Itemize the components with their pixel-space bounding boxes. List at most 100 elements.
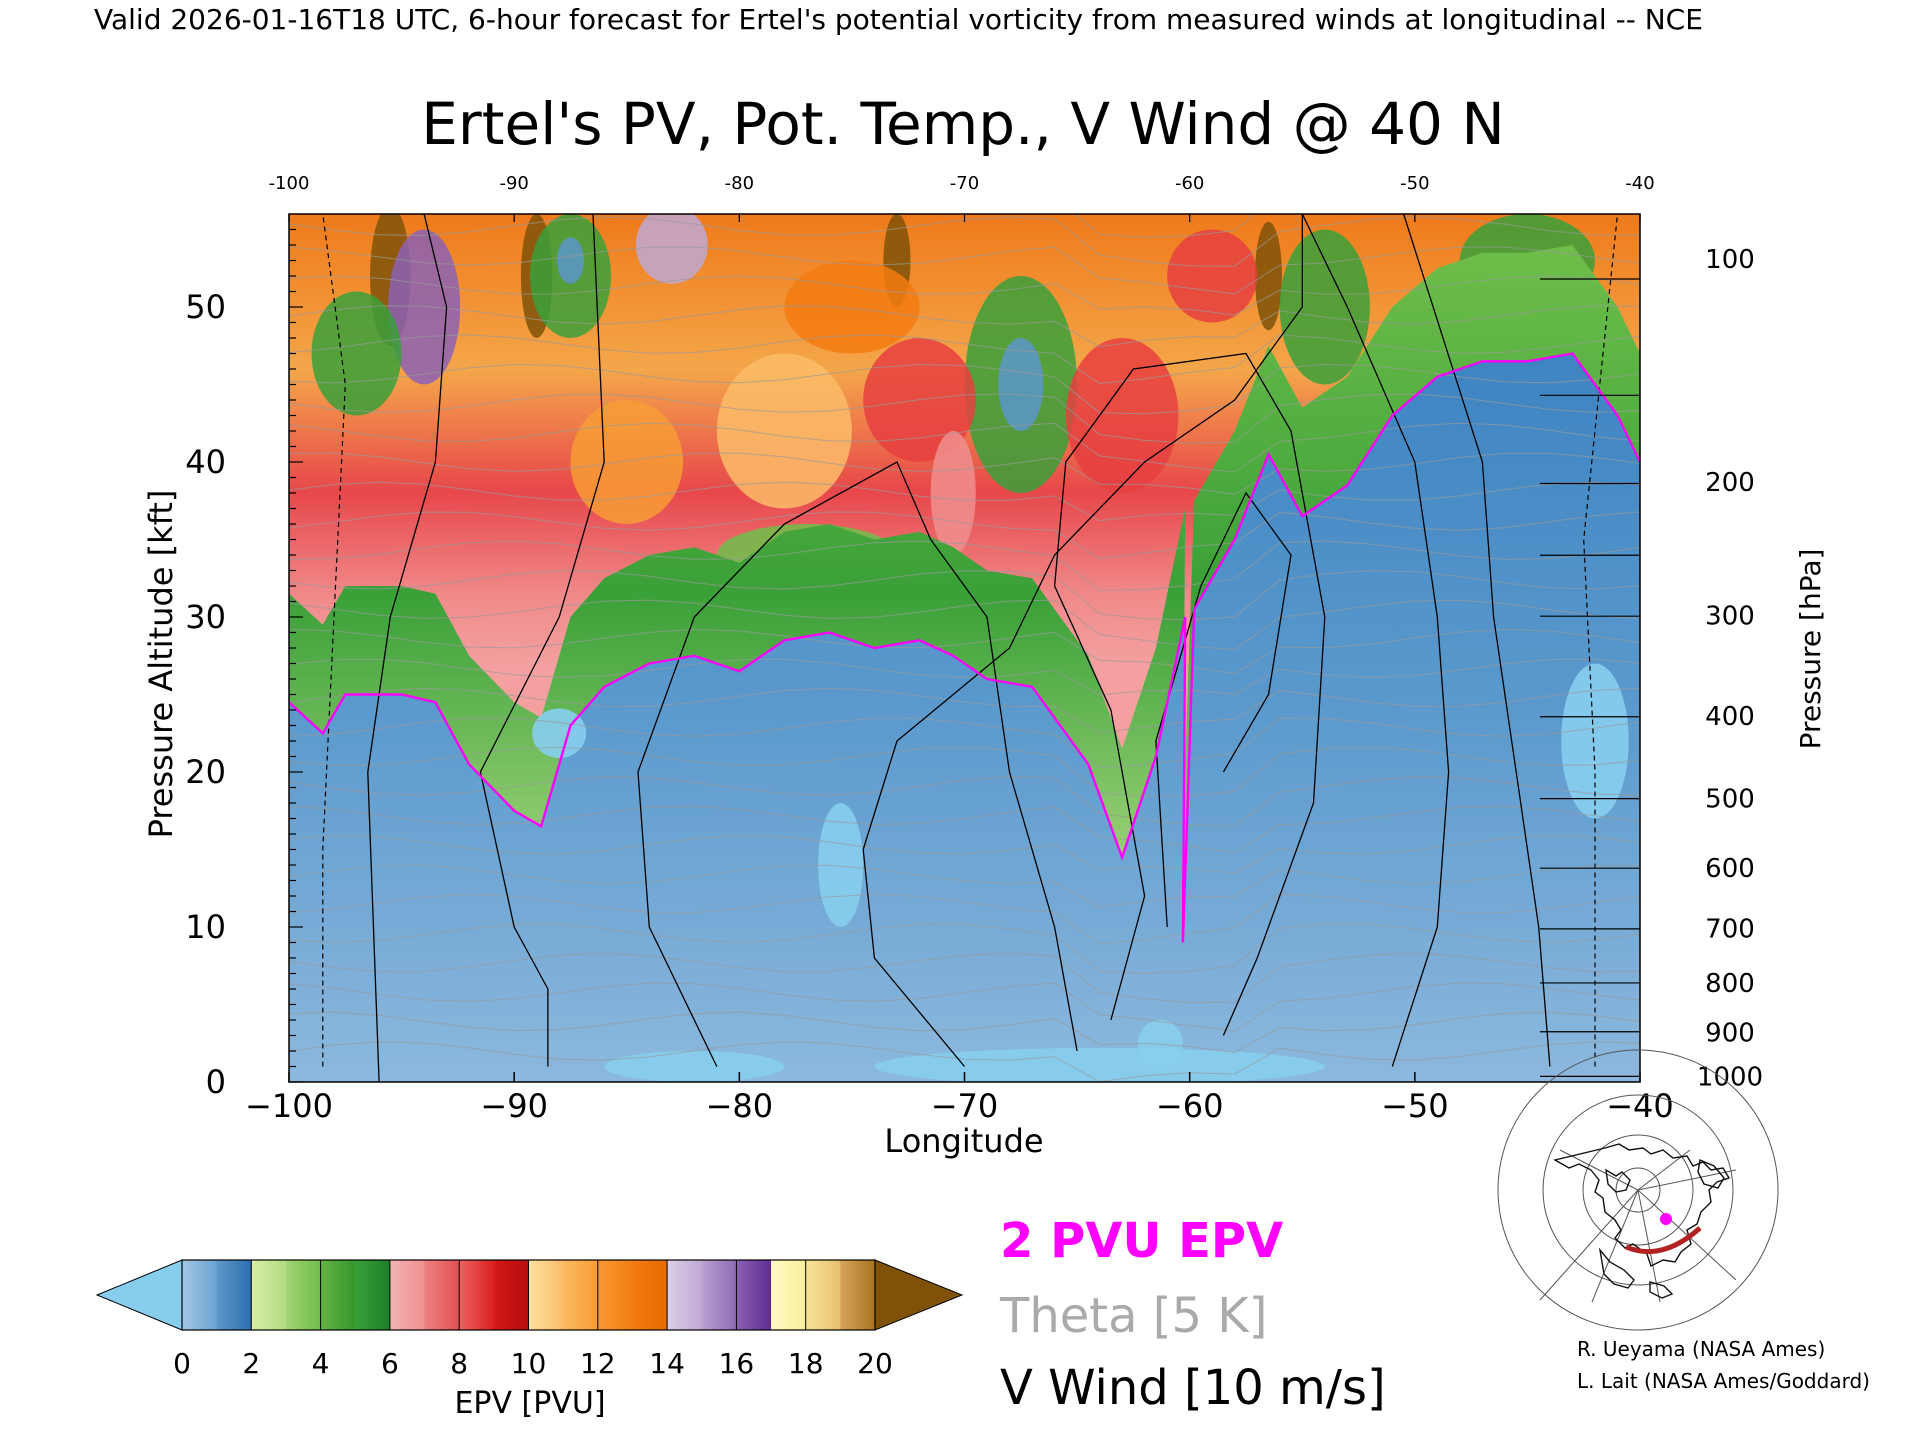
v-wind-contour [1301,214,1450,1067]
y2-axis-label: Pressure [hPa] [1794,549,1827,750]
pv-anomaly [1279,229,1370,385]
y-axis-pressure: 100 200 300 400 500 600 700 800 900 1000 [1540,245,1763,1092]
map-graticule [1497,1049,1779,1331]
colorbar-tick-label: 10 [511,1347,547,1380]
pv-anomaly [784,260,920,354]
theta-contour [289,952,1640,1004]
x-top-tick-label: -70 [950,173,979,194]
v-wind-contours [322,214,1619,1082]
theta-contour [289,893,1640,945]
x-top-tick-label: -60 [1175,173,1204,194]
colorbar-tick-label: 20 [857,1347,893,1380]
colorbar-bin [285,1260,322,1330]
x-top-tick-label: -90 [499,173,528,194]
colorbar-bin [840,1260,876,1330]
colorbar-over-arrow [874,1259,964,1331]
y-tick-label: 40 [185,443,226,481]
theta-contour [289,305,1640,348]
colorbar-bin [701,1260,737,1330]
pressure-tick-label: 400 [1705,702,1755,732]
theta-contour [289,776,1640,827]
colorbar-bin [771,1260,807,1330]
x-top-tick-label: -80 [725,173,754,194]
y-tick-label: 20 [185,753,226,791]
v-wind-contour-negative [322,214,346,1067]
colorbar-label: EPV [PVU] [454,1386,605,1421]
v-wind-contour [479,214,605,1067]
pv-anomaly [570,400,684,524]
pv-2pvu-contour [289,352,1640,943]
pressure-tick-label: 600 [1705,854,1755,884]
pv-anomaly [998,338,1044,431]
pv-anomaly [716,353,852,509]
x-top-tick-label: -40 [1625,173,1654,194]
pv-anomaly [556,237,584,284]
theta-contour [289,864,1640,909]
colorbar-bins [182,1260,876,1330]
x-tick-label: −60 [1156,1087,1224,1125]
tropopause-transition-band [289,245,1640,943]
colorbar-bin [805,1260,841,1330]
theta-contour [289,481,1640,522]
x-axis: −100 −90 −80 −70 −60 −50 −40 [245,1072,1674,1125]
colorbar-bin [563,1260,599,1330]
x-tick-label: −100 [245,1087,333,1125]
colorbar-under-arrow [95,1259,183,1331]
colorbar-tick-label: 2 [242,1347,260,1380]
colorbar-frame [181,1259,876,1331]
theta-contour [289,599,1640,651]
colorbar-bin [667,1260,703,1330]
theta-contour [289,835,1640,874]
theta-contour [289,334,1640,385]
x-tick-label: −90 [480,1087,548,1125]
x-axis-top: -100 -90 -80 -70 -60 -50 -40 [269,173,1655,222]
pv-anomaly [311,291,402,416]
colorbar-bin [528,1260,564,1330]
x-tick-label: −50 [1381,1087,1449,1125]
v-wind-contour [1402,214,1551,1067]
map-coastlines [1553,1143,1731,1299]
x-tick-label: −70 [931,1087,999,1125]
y-axis-kft: 0 10 20 30 40 50 [185,228,303,1101]
v-wind-contour [367,214,448,1082]
colorbar-bin [424,1260,460,1330]
theta-contour [289,540,1640,591]
legend: 2 PVU EPV Theta [5 K] V Wind [10 m/s] [999,1213,1386,1416]
colorbar-tick-label: 16 [719,1347,755,1380]
theta-contour [289,1011,1640,1054]
credit-line-2: L. Lait (NASA Ames/Goddard) [1577,1369,1870,1393]
low-pv-region [1561,663,1629,819]
colorbar-bin [597,1260,634,1330]
colorbar-tick-label: 8 [450,1347,468,1380]
pv-anomaly [930,431,976,555]
pv-anomaly [388,229,461,385]
y-tick-label: 50 [185,288,226,326]
colorbar-tick-label: 6 [381,1347,399,1380]
credit-line-1: R. Ueyama (NASA Ames) [1577,1337,1825,1361]
plot-area [289,214,1640,1082]
colorbar-bin [320,1260,356,1330]
pressure-tick-label: 300 [1705,601,1755,631]
v-wind-contour [637,461,1078,1067]
colorbar-bin [459,1260,495,1330]
y-tick-label: 10 [185,908,226,946]
pressure-tick-label: 500 [1705,784,1755,814]
colorbar-bin [493,1260,530,1330]
low-pv-region [604,1051,785,1082]
pressure-tick-label: 700 [1705,915,1755,945]
pv-anomaly [1065,338,1179,493]
colorbar-tick-label: 14 [649,1347,685,1380]
colorbar-tick-label: 0 [173,1347,191,1380]
theta-contour [289,805,1640,854]
v-wind-contour-negative [1583,214,1619,1067]
legend-pvu: 2 PVU EPV [1000,1213,1283,1269]
locator-map-frame [1540,1150,1736,1302]
theta-contour [289,687,1640,734]
colorbar: 0 2 4 6 8 10 12 14 16 18 20 EPV [PVU] [95,1259,964,1421]
pressure-tick-label: 800 [1705,969,1755,999]
theta-contour [289,717,1640,768]
x-axis-label: Longitude [884,1122,1043,1160]
pv-anomaly [1254,221,1282,331]
x-top-tick-label: -100 [269,173,310,194]
legend-theta: Theta [5 K] [999,1288,1268,1344]
